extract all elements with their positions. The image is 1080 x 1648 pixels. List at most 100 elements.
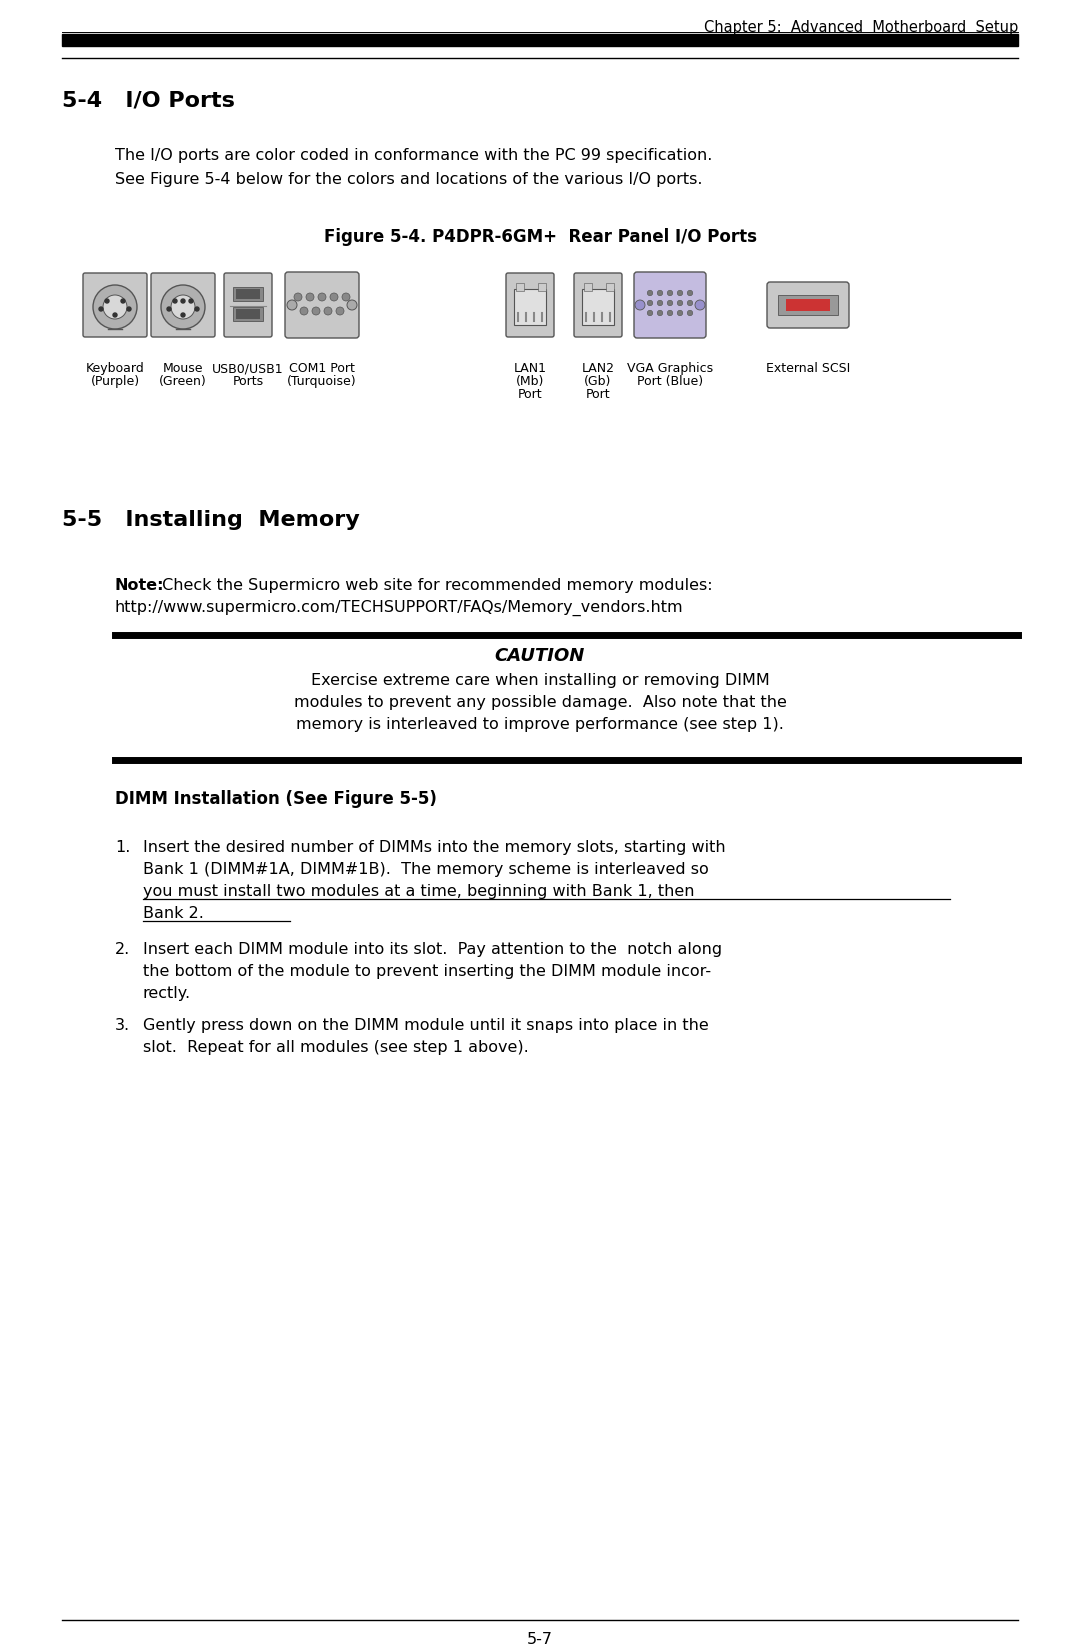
Circle shape xyxy=(300,307,308,315)
Circle shape xyxy=(687,300,692,307)
Text: Ports: Ports xyxy=(232,376,264,387)
Circle shape xyxy=(189,298,193,303)
Text: Port (Blue): Port (Blue) xyxy=(637,376,703,387)
Circle shape xyxy=(312,307,320,315)
Circle shape xyxy=(687,290,692,295)
Text: 3.: 3. xyxy=(114,1018,130,1033)
Circle shape xyxy=(121,298,125,303)
Text: 5-7: 5-7 xyxy=(527,1632,553,1646)
Circle shape xyxy=(318,293,326,302)
Text: See Figure 5-4 below for the colors and locations of the various I/O ports.: See Figure 5-4 below for the colors and … xyxy=(114,171,702,186)
Circle shape xyxy=(342,293,350,302)
Text: Bank 1 (DIMM#1A, DIMM#1B).  The memory scheme is interleaved so: Bank 1 (DIMM#1A, DIMM#1B). The memory sc… xyxy=(143,862,708,877)
Circle shape xyxy=(647,310,652,316)
Text: 5-4   I/O Ports: 5-4 I/O Ports xyxy=(62,91,234,110)
Circle shape xyxy=(294,293,302,302)
Text: Insert each DIMM module into its slot.  Pay attention to the  notch along: Insert each DIMM module into its slot. P… xyxy=(143,943,723,957)
Circle shape xyxy=(687,310,692,316)
Text: Figure 5-4. P4DPR-6GM+  Rear Panel I/O Ports: Figure 5-4. P4DPR-6GM+ Rear Panel I/O Po… xyxy=(324,227,756,246)
Text: USB0/USB1: USB0/USB1 xyxy=(212,363,284,376)
Circle shape xyxy=(171,295,195,320)
Text: (Turquoise): (Turquoise) xyxy=(287,376,356,387)
Bar xyxy=(516,283,524,292)
Circle shape xyxy=(306,293,314,302)
Text: (Gb): (Gb) xyxy=(584,376,611,387)
Text: 1.: 1. xyxy=(114,840,131,855)
Bar xyxy=(237,288,260,298)
Text: External SCSI: External SCSI xyxy=(766,363,850,376)
Circle shape xyxy=(658,310,663,316)
Text: CAUTION: CAUTION xyxy=(495,648,585,666)
FancyBboxPatch shape xyxy=(285,272,359,338)
Circle shape xyxy=(103,295,127,320)
FancyBboxPatch shape xyxy=(573,274,622,336)
Bar xyxy=(582,288,615,325)
Text: Gently press down on the DIMM module until it snaps into place in the: Gently press down on the DIMM module unt… xyxy=(143,1018,708,1033)
FancyBboxPatch shape xyxy=(224,274,272,336)
Circle shape xyxy=(99,307,103,311)
Circle shape xyxy=(347,300,357,310)
Circle shape xyxy=(635,300,645,310)
Circle shape xyxy=(181,313,185,316)
Circle shape xyxy=(667,290,673,295)
Text: LAN1: LAN1 xyxy=(513,363,546,376)
Bar xyxy=(233,307,264,321)
FancyBboxPatch shape xyxy=(634,272,706,338)
Circle shape xyxy=(658,290,663,295)
Circle shape xyxy=(667,310,673,316)
Circle shape xyxy=(287,300,297,310)
Text: Keyboard: Keyboard xyxy=(85,363,145,376)
Text: rectly.: rectly. xyxy=(143,986,191,1000)
Text: Insert the desired number of DIMMs into the memory slots, starting with: Insert the desired number of DIMMs into … xyxy=(143,840,726,855)
Text: LAN2: LAN2 xyxy=(581,363,615,376)
Bar xyxy=(606,283,615,292)
FancyBboxPatch shape xyxy=(767,282,849,328)
Text: memory is interleaved to improve performance (see step 1).: memory is interleaved to improve perform… xyxy=(296,717,784,732)
Circle shape xyxy=(105,298,109,303)
Text: Chapter 5:  Advanced  Motherboard  Setup: Chapter 5: Advanced Motherboard Setup xyxy=(704,20,1018,35)
Bar xyxy=(514,288,546,325)
Text: Port: Port xyxy=(585,387,610,400)
Bar xyxy=(584,283,592,292)
Bar xyxy=(62,35,1018,46)
Circle shape xyxy=(195,307,199,311)
Circle shape xyxy=(324,307,332,315)
Text: Exercise extreme care when installing or removing DIMM: Exercise extreme care when installing or… xyxy=(311,672,769,687)
Text: 5-5   Installing  Memory: 5-5 Installing Memory xyxy=(62,509,360,531)
Circle shape xyxy=(161,285,205,330)
FancyBboxPatch shape xyxy=(507,274,554,336)
Circle shape xyxy=(330,293,338,302)
Circle shape xyxy=(677,290,683,295)
Bar xyxy=(786,298,831,311)
Circle shape xyxy=(696,300,705,310)
Text: slot.  Repeat for all modules (see step 1 above).: slot. Repeat for all modules (see step 1… xyxy=(143,1040,529,1055)
Text: VGA Graphics: VGA Graphics xyxy=(626,363,713,376)
Circle shape xyxy=(677,310,683,316)
FancyBboxPatch shape xyxy=(151,274,215,336)
Text: http://www.supermicro.com/TECHSUPPORT/FAQs/Memory_vendors.htm: http://www.supermicro.com/TECHSUPPORT/FA… xyxy=(114,600,684,616)
Circle shape xyxy=(647,290,652,295)
Text: Mouse: Mouse xyxy=(163,363,203,376)
Text: the bottom of the module to prevent inserting the DIMM module incor-: the bottom of the module to prevent inse… xyxy=(143,964,711,979)
Text: 2.: 2. xyxy=(114,943,131,957)
Text: Check the Supermicro web site for recommended memory modules:: Check the Supermicro web site for recomm… xyxy=(157,578,713,593)
Circle shape xyxy=(113,313,117,316)
Circle shape xyxy=(336,307,345,315)
Text: you must install two modules at a time, beginning with Bank 1, then: you must install two modules at a time, … xyxy=(143,883,694,900)
Circle shape xyxy=(677,300,683,307)
Circle shape xyxy=(667,300,673,307)
Circle shape xyxy=(658,300,663,307)
Circle shape xyxy=(181,298,185,303)
Bar xyxy=(237,310,260,320)
Text: modules to prevent any possible damage.  Also note that the: modules to prevent any possible damage. … xyxy=(294,695,786,710)
Bar xyxy=(233,287,264,302)
Text: The I/O ports are color coded in conformance with the PC 99 specification.: The I/O ports are color coded in conform… xyxy=(114,148,713,163)
Circle shape xyxy=(93,285,137,330)
Bar xyxy=(778,295,838,315)
Circle shape xyxy=(167,307,171,311)
Text: DIMM Installation (See Figure 5-5): DIMM Installation (See Figure 5-5) xyxy=(114,789,437,808)
Circle shape xyxy=(173,298,177,303)
FancyBboxPatch shape xyxy=(83,274,147,336)
Text: Port: Port xyxy=(517,387,542,400)
Circle shape xyxy=(647,300,652,307)
